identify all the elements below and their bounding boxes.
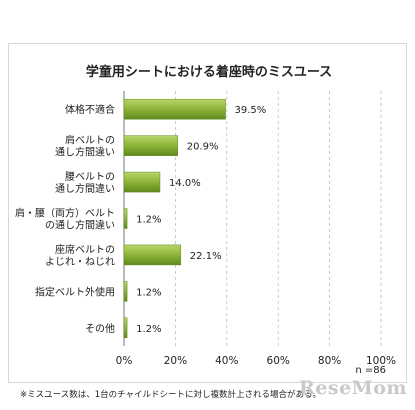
x-tick-label: 20% [164,355,187,367]
value-label: 39.5% [235,105,267,116]
bar-chart: 学童用シートにおける着座時のミスユース 体格不適合肩ベルトの通し方間違い腰ベルト… [15,64,396,376]
bar [123,244,182,266]
category-label: 肩・腰（両方）ベルトの通し方間違い [15,207,115,232]
bar [123,171,161,193]
value-label: 22.1% [190,251,222,262]
value-label: 1.2% [136,287,161,298]
category-label: 肩ベルトの通し方間違い [55,134,115,159]
bars [123,98,226,339]
category-label: 座席ベルトのよじれ・ねじれ [45,243,115,268]
x-tick-labels: 0% 20% 40% 60% 80% 100% [116,355,396,367]
chart-title: 学童用シートにおける着座時のミスユース [86,64,332,80]
category-labels: 体格不適合肩ベルトの通し方間違い腰ベルトの通し方間違い肩・腰（両方）ベルトの通し… [15,103,115,335]
footnote: ※ミスユース数は、1台のチャイルドシートに対し複数計上される場合がある。 [20,390,322,400]
bar [123,281,128,302]
x-tick-label: 40% [215,355,238,367]
resemom-watermark: ReseMom [299,377,407,399]
chart-frame: 学童用シートにおける着座時のミスユース 体格不適合肩ベルトの通し方間違い 腰ベルト… [8,43,407,383]
value-label: 20.9% [187,142,219,153]
bar [123,208,128,229]
value-label: 1.2% [136,215,161,226]
footnote-area: ※ミスユース数は、1台のチャイルドシートに対し複数計上される場合がある。 [20,388,350,400]
category-label: その他 [85,322,115,335]
bar [123,98,226,120]
value-label: 14.0% [169,178,201,189]
x-tick-label: 80% [318,355,341,367]
category-label: 指定ベルト外使用 [35,285,115,298]
x-tick-label: 0% [116,355,133,367]
value-labels: 39.5% 20.9% 14.0% 1.2% 22.1% 1.2% 1.2% [136,105,266,335]
x-tick-label: 100% [366,355,396,367]
x-tick-label: 60% [267,355,290,367]
grid-lines [123,91,382,346]
category-label: 体格不適合 [65,103,115,116]
bar [123,135,178,156]
bar [123,317,128,339]
sample-size-label: n =86 [355,365,386,376]
category-label: 腰ベルトの通し方間違い [55,171,115,195]
value-label: 1.2% [136,324,161,335]
